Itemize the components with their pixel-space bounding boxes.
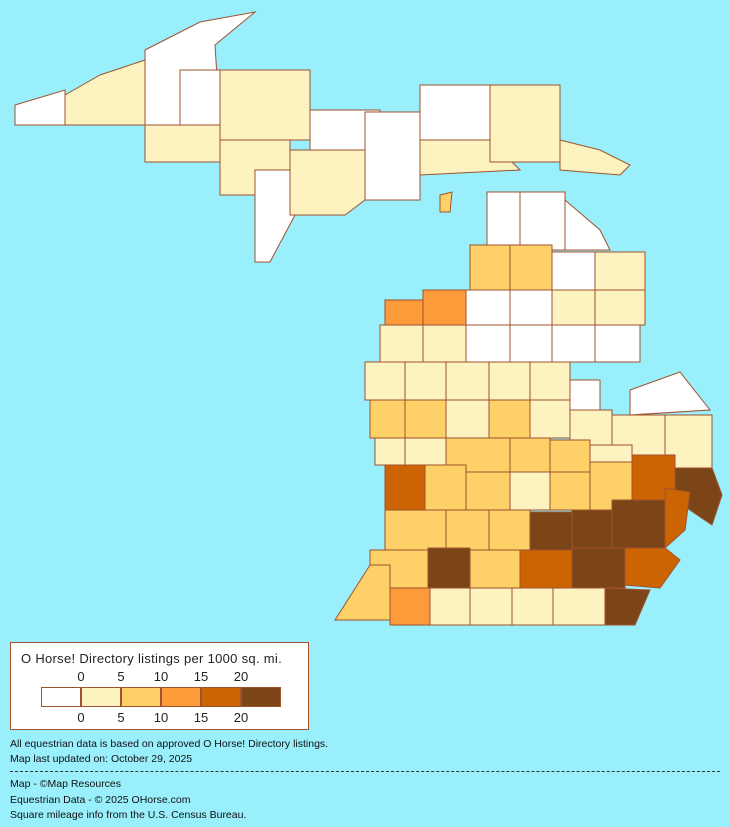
county[interactable] bbox=[571, 509, 613, 551]
county[interactable] bbox=[549, 439, 591, 473]
county[interactable] bbox=[64, 59, 146, 126]
county[interactable] bbox=[519, 191, 566, 251]
legend-tick: 0 bbox=[77, 710, 85, 725]
county[interactable] bbox=[404, 399, 447, 439]
county[interactable] bbox=[529, 399, 571, 439]
county[interactable] bbox=[144, 124, 221, 163]
county[interactable] bbox=[179, 69, 221, 126]
county[interactable] bbox=[629, 371, 711, 416]
county[interactable] bbox=[465, 471, 511, 511]
county[interactable] bbox=[384, 464, 426, 511]
county[interactable] bbox=[384, 299, 424, 326]
county[interactable] bbox=[469, 244, 511, 291]
county[interactable] bbox=[422, 289, 467, 326]
county[interactable] bbox=[589, 444, 633, 463]
county[interactable] bbox=[569, 379, 601, 411]
legend-title: O Horse! Directory listings per 1000 sq.… bbox=[21, 651, 283, 666]
county[interactable] bbox=[552, 587, 606, 626]
county[interactable] bbox=[364, 361, 406, 401]
county[interactable] bbox=[469, 587, 513, 626]
county[interactable] bbox=[509, 289, 553, 326]
county[interactable] bbox=[429, 587, 471, 626]
county[interactable] bbox=[445, 509, 490, 551]
county[interactable] bbox=[594, 251, 646, 291]
county[interactable] bbox=[529, 361, 571, 401]
legend-swatch bbox=[161, 687, 201, 707]
county[interactable] bbox=[509, 471, 551, 511]
county[interactable] bbox=[486, 191, 521, 246]
map-credit: Map - ©Map Resources bbox=[10, 778, 122, 790]
legend-tick: 10 bbox=[153, 669, 169, 684]
county[interactable] bbox=[465, 324, 511, 363]
census-credit: Square mileage info from the U.S. Census… bbox=[10, 809, 247, 821]
michigan-county-map bbox=[14, 11, 723, 626]
county[interactable] bbox=[551, 289, 596, 326]
county[interactable] bbox=[289, 149, 366, 216]
county[interactable] bbox=[488, 399, 531, 439]
county[interactable] bbox=[529, 511, 573, 551]
legend: O Horse! Directory listings per 1000 sq.… bbox=[10, 642, 309, 730]
county[interactable] bbox=[511, 587, 554, 626]
county[interactable] bbox=[549, 471, 591, 511]
county[interactable] bbox=[489, 84, 561, 163]
county[interactable] bbox=[427, 547, 471, 589]
county[interactable] bbox=[519, 549, 573, 589]
county[interactable] bbox=[571, 547, 626, 589]
county[interactable] bbox=[445, 361, 490, 401]
county[interactable] bbox=[369, 399, 406, 439]
legend-swatch bbox=[201, 687, 241, 707]
county[interactable] bbox=[488, 361, 531, 401]
county[interactable] bbox=[624, 547, 681, 589]
legend-tick: 5 bbox=[117, 710, 125, 725]
county[interactable] bbox=[509, 437, 551, 473]
county[interactable] bbox=[379, 324, 424, 363]
legend-swatch bbox=[241, 687, 281, 707]
county[interactable] bbox=[469, 549, 521, 589]
county[interactable] bbox=[465, 289, 511, 326]
county[interactable] bbox=[439, 191, 453, 213]
county[interactable] bbox=[559, 139, 631, 176]
county[interactable] bbox=[509, 324, 553, 363]
county[interactable] bbox=[384, 509, 447, 551]
legend-tick: 20 bbox=[233, 710, 249, 725]
legend-swatch bbox=[81, 687, 121, 707]
data-note: All equestrian data is based on approved… bbox=[10, 738, 329, 750]
county[interactable] bbox=[14, 89, 66, 126]
county[interactable] bbox=[254, 169, 296, 263]
county[interactable] bbox=[594, 324, 641, 363]
legend-swatch bbox=[121, 687, 161, 707]
county[interactable] bbox=[564, 198, 611, 251]
county[interactable] bbox=[664, 487, 691, 550]
county[interactable] bbox=[424, 464, 467, 511]
county[interactable] bbox=[604, 587, 651, 626]
divider bbox=[10, 771, 720, 772]
legend-tick: 5 bbox=[117, 669, 125, 684]
data-credit: Equestrian Data - © 2025 OHorse.com bbox=[10, 794, 191, 806]
county[interactable] bbox=[551, 251, 596, 291]
legend-tick: 0 bbox=[77, 669, 85, 684]
legend-tick: 15 bbox=[193, 669, 209, 684]
update-date: Map last updated on: October 29, 2025 bbox=[10, 753, 193, 765]
county[interactable] bbox=[419, 84, 491, 141]
county[interactable] bbox=[219, 69, 311, 141]
county[interactable] bbox=[551, 324, 596, 363]
legend-tick: 15 bbox=[193, 710, 209, 725]
county[interactable] bbox=[334, 564, 391, 621]
county[interactable] bbox=[364, 111, 421, 201]
county[interactable] bbox=[509, 244, 553, 291]
county[interactable] bbox=[594, 289, 646, 326]
county[interactable] bbox=[422, 324, 467, 363]
legend-tick: 10 bbox=[153, 710, 169, 725]
legend-swatch bbox=[41, 687, 81, 707]
county[interactable] bbox=[404, 361, 447, 401]
county[interactable] bbox=[445, 399, 490, 439]
county[interactable] bbox=[389, 587, 431, 626]
county[interactable] bbox=[488, 509, 531, 551]
legend-tick: 20 bbox=[233, 669, 249, 684]
county[interactable] bbox=[611, 499, 666, 549]
county[interactable] bbox=[374, 437, 406, 466]
